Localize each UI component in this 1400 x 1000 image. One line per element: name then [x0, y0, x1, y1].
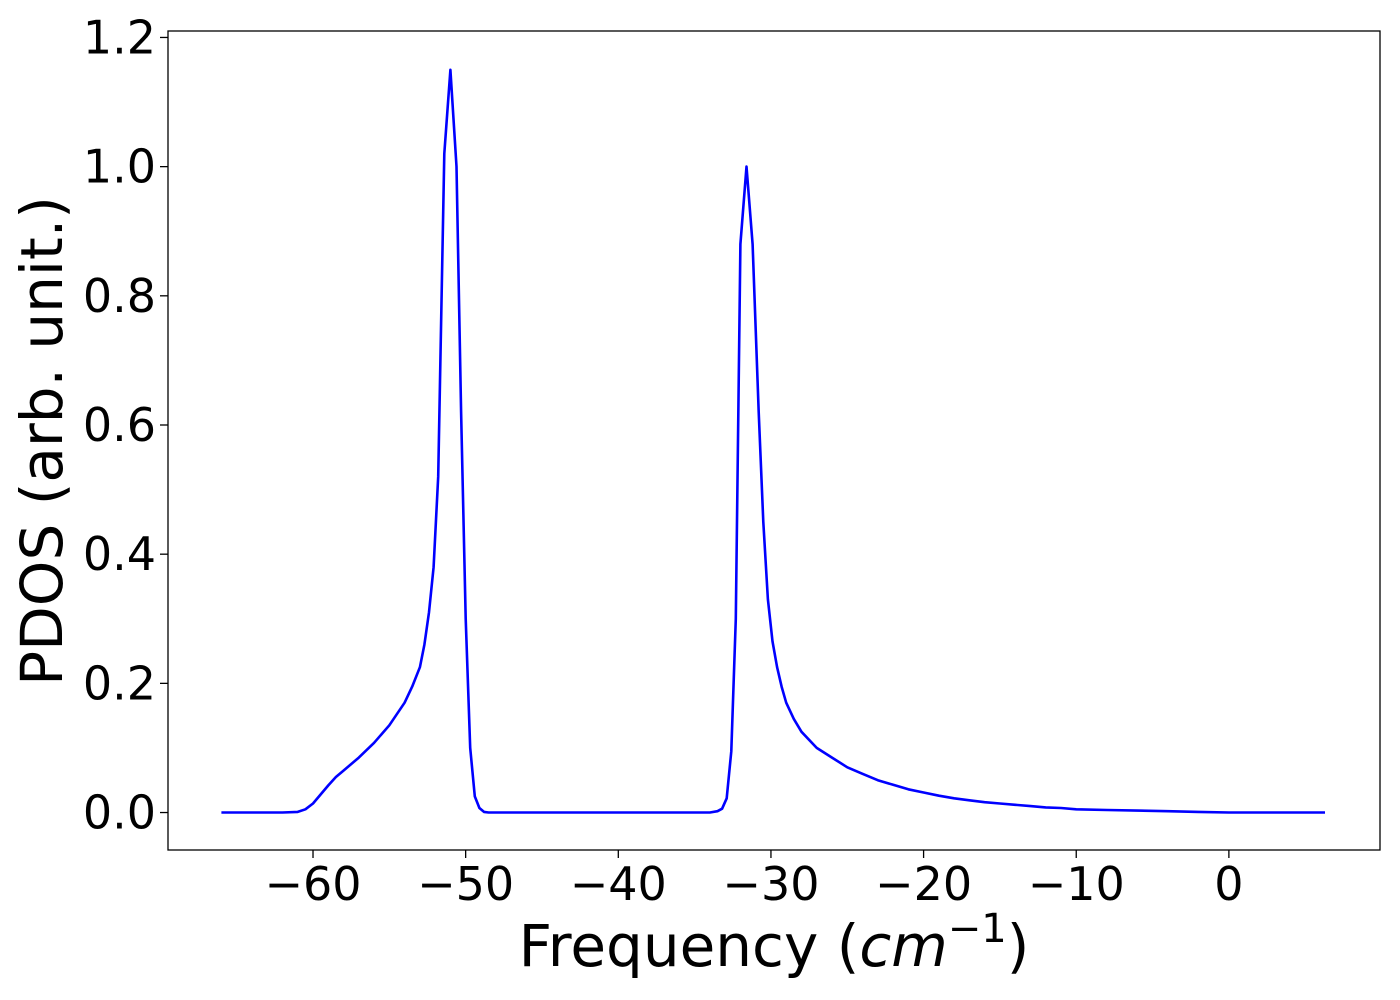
x-tick-label: −40: [570, 857, 667, 911]
x-tick-label: 0: [1214, 857, 1243, 911]
x-axis-label-close: ): [1007, 912, 1030, 980]
y-tick-label: 0.0: [83, 786, 156, 840]
x-tick-label: −60: [264, 857, 361, 911]
x-tick-label: −30: [722, 857, 819, 911]
y-tick-label: 1.0: [83, 140, 156, 194]
plot-area-frame: [167, 30, 1381, 851]
x-tick-label: −10: [1028, 857, 1125, 911]
y-tick-label: 0.8: [83, 269, 156, 323]
x-axis-label-main: Frequency (: [519, 912, 860, 980]
x-axis-label-exponent: −1: [948, 906, 1007, 952]
x-axis-label: Frequency (cm−1): [519, 906, 1030, 980]
y-tick-label: 0.6: [83, 398, 156, 452]
x-axis-ticks: −60 −50 −40 −30 −20 −10 0: [264, 850, 1244, 911]
y-tick-label: 1.2: [83, 10, 156, 64]
y-axis-label: PDOS (arb. unit.): [8, 196, 76, 686]
y-axis-ticks: 0.0 0.2 0.4 0.6 0.8 1.0 1.2: [83, 10, 168, 840]
x-tick-label: −50: [417, 857, 514, 911]
y-tick-label: 0.4: [83, 527, 156, 581]
y-tick-label: 0.2: [83, 656, 156, 710]
x-tick-label: −20: [875, 857, 972, 911]
series-layer: [221, 68, 1325, 814]
x-axis-label-math: cm: [859, 912, 947, 980]
pdos-series-line: [221, 68, 1325, 814]
